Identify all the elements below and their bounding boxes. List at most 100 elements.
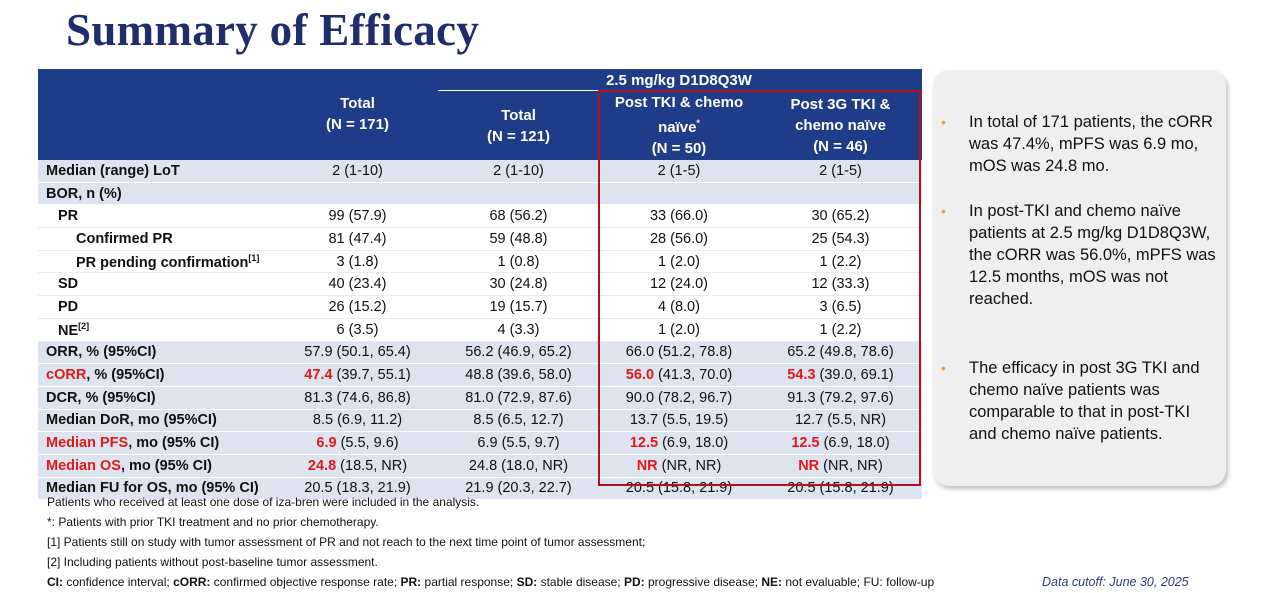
table-row-dcr: DCR, % (95%CI) 81.3 (74.6, 86.8) 81.0 (7…	[38, 386, 922, 410]
cell: 65.2 (49.8, 78.6)	[759, 341, 922, 365]
cell: 6.9 (5.5, 9.6)	[277, 431, 438, 455]
cell: 6 (3.5)	[277, 318, 438, 342]
col-header-total-121: Total (N = 121)	[438, 91, 599, 160]
footnote: [2] Including patients without post-base…	[47, 555, 378, 569]
cell: 54.3 (39.0, 69.1)	[759, 363, 922, 387]
cell: 26 (15.2)	[277, 295, 438, 319]
table-row-sd: SD 40 (23.4) 30 (24.8) 12 (24.0) 12 (33.…	[38, 272, 922, 297]
row-label: NE[2]	[38, 318, 277, 342]
table-row-corr: cORR, % (95%CI) 47.4 (39.7, 55.1) 48.8 (…	[38, 363, 922, 387]
footnotes: Patients who received at least one dose …	[47, 492, 934, 592]
row-label: Median OS, mo (95% CI)	[38, 454, 277, 478]
table-row-bor: BOR, n (%)	[38, 182, 922, 206]
row-label: PR	[38, 204, 277, 229]
dose-header: 2.5 mg/kg D1D8Q3W	[438, 69, 922, 91]
cell: 25 (54.3)	[759, 227, 922, 251]
col-header-total-171: Total (N = 171)	[277, 91, 438, 160]
row-label: Median FU for OS, mo (95% CI)	[38, 477, 277, 501]
footnote: [1] Patients still on study with tumor a…	[47, 535, 646, 549]
cell: 33 (66.0)	[599, 204, 759, 229]
row-label: Median (range) LoT	[38, 160, 277, 183]
cell: 56.0 (41.3, 70.0)	[599, 363, 759, 387]
cell: 91.3 (79.2, 97.6)	[759, 386, 922, 410]
cell: 12.5 (6.9, 18.0)	[759, 431, 922, 455]
cell: 8.5 (6.9, 11.2)	[277, 409, 438, 433]
cell: 12.5 (6.9, 18.0)	[599, 431, 759, 455]
row-label: DCR, % (95%CI)	[38, 386, 277, 410]
summary-panel: • In total of 171 patients, the cORR was…	[933, 70, 1226, 486]
cell: 13.7 (5.5, 19.5)	[599, 409, 759, 433]
cell: 20.5 (18.3, 21.9)	[277, 477, 438, 501]
row-label: PR pending confirmation[1]	[38, 250, 277, 274]
table-row-pd: PD 26 (15.2) 19 (15.7) 4 (8.0) 3 (6.5)	[38, 295, 922, 319]
row-label: ORR, % (95%CI)	[38, 341, 277, 365]
row-label: Confirmed PR	[38, 227, 277, 251]
header-empty-cell	[277, 69, 438, 91]
footnote: Patients who received at least one dose …	[47, 495, 480, 509]
cell: 4 (8.0)	[599, 295, 759, 319]
cell: 21.9 (20.3, 22.7)	[438, 477, 599, 501]
cell: 6.9 (5.5, 9.7)	[438, 431, 599, 455]
efficacy-table: 2.5 mg/kg D1D8Q3W Total (N = 171) Total (N…	[38, 69, 922, 501]
cell: 19 (15.7)	[438, 295, 599, 319]
cell: 1 (2.2)	[759, 318, 922, 342]
row-label: BOR, n (%)	[38, 182, 277, 206]
table-row-orr: ORR, % (95%CI) 57.9 (50.1, 65.4) 56.2 (4…	[38, 341, 922, 365]
cell: 57.9 (50.1, 65.4)	[277, 341, 438, 365]
cell: 81 (47.4)	[277, 227, 438, 251]
cell: 1 (2.2)	[759, 250, 922, 274]
table-row-os: Median OS, mo (95% CI) 24.8 (18.5, NR) 2…	[38, 454, 922, 478]
cell: 28 (56.0)	[599, 227, 759, 251]
table-row-ne: NE[2] 6 (3.5) 4 (3.3) 1 (2.0) 1 (2.2)	[38, 318, 922, 342]
footnote: *: Patients with prior TKI treatment and…	[47, 515, 379, 529]
row-label: PD	[38, 295, 277, 319]
bullet-icon: •	[941, 114, 946, 130]
cell: 59 (48.8)	[438, 227, 599, 251]
cell: 12 (33.3)	[759, 272, 922, 297]
col-header-post-3g-tki: Post 3G TKI & chemo naïve (N = 46)	[759, 91, 922, 160]
cell: 2 (1-5)	[599, 160, 759, 183]
cell: 1 (0.8)	[438, 250, 599, 274]
cell: 2 (1-5)	[759, 160, 922, 183]
header-empty-cell	[38, 69, 277, 91]
cell: 48.8 (39.6, 58.0)	[438, 363, 599, 387]
cell: NR (NR, NR)	[759, 454, 922, 478]
page-title: Summary of Efficacy	[66, 5, 480, 55]
cell: 56.2 (46.9, 65.2)	[438, 341, 599, 365]
cell: 68 (56.2)	[438, 204, 599, 229]
cell: 24.8 (18.5, NR)	[277, 454, 438, 478]
cell: 3 (1.8)	[277, 250, 438, 274]
cell: 99 (57.9)	[277, 204, 438, 229]
table-row-lot: Median (range) LoT 2 (1-10) 2 (1-10) 2 (…	[38, 160, 922, 183]
table-row-confirmed-pr: Confirmed PR 81 (47.4) 59 (48.8) 28 (56.…	[38, 227, 922, 251]
cell: 90.0 (78.2, 96.7)	[599, 386, 759, 410]
row-label: Median PFS, mo (95% CI)	[38, 431, 277, 455]
cell: 20.5 (15.8, 21.9)	[759, 477, 922, 501]
cell: 2 (1-10)	[438, 160, 599, 183]
row-label: cORR, % (95%CI)	[38, 363, 277, 387]
cell: 81.3 (74.6, 86.8)	[277, 386, 438, 410]
col-header-post-tki: Post TKI & chemo naïve* (N = 50)	[599, 91, 759, 160]
data-cutoff: Data cutoff: June 30, 2025	[1042, 575, 1189, 589]
row-label: SD	[38, 272, 277, 297]
bullet-icon: •	[941, 203, 946, 219]
row-label: Median DoR, mo (95%CI)	[38, 409, 277, 433]
cell: 8.5 (6.5, 12.7)	[438, 409, 599, 433]
table-row-pr: PR 99 (57.9) 68 (56.2) 33 (66.0) 30 (65.…	[38, 204, 922, 229]
header-label-cell	[38, 91, 277, 160]
cell: 81.0 (72.9, 87.6)	[438, 386, 599, 410]
cell: NR (NR, NR)	[599, 454, 759, 478]
abbreviations: CI: confidence interval; cORR: confirmed…	[47, 575, 935, 589]
cell: 24.8 (18.0, NR)	[438, 454, 599, 478]
cell: 1 (2.0)	[599, 318, 759, 342]
table-row-pr-pending: PR pending confirmation[1] 3 (1.8) 1 (0.…	[38, 250, 922, 274]
table-row-dor: Median DoR, mo (95%CI) 8.5 (6.9, 11.2) 8…	[38, 409, 922, 433]
cell: 4 (3.3)	[438, 318, 599, 342]
cell: 30 (65.2)	[759, 204, 922, 229]
cell: 1 (2.0)	[599, 250, 759, 274]
cell: 12 (24.0)	[599, 272, 759, 297]
bullet-icon: •	[941, 360, 946, 376]
cell: 30 (24.8)	[438, 272, 599, 297]
cell: 66.0 (51.2, 78.8)	[599, 341, 759, 365]
table-row-pfs: Median PFS, mo (95% CI) 6.9 (5.5, 9.6) 6…	[38, 431, 922, 455]
